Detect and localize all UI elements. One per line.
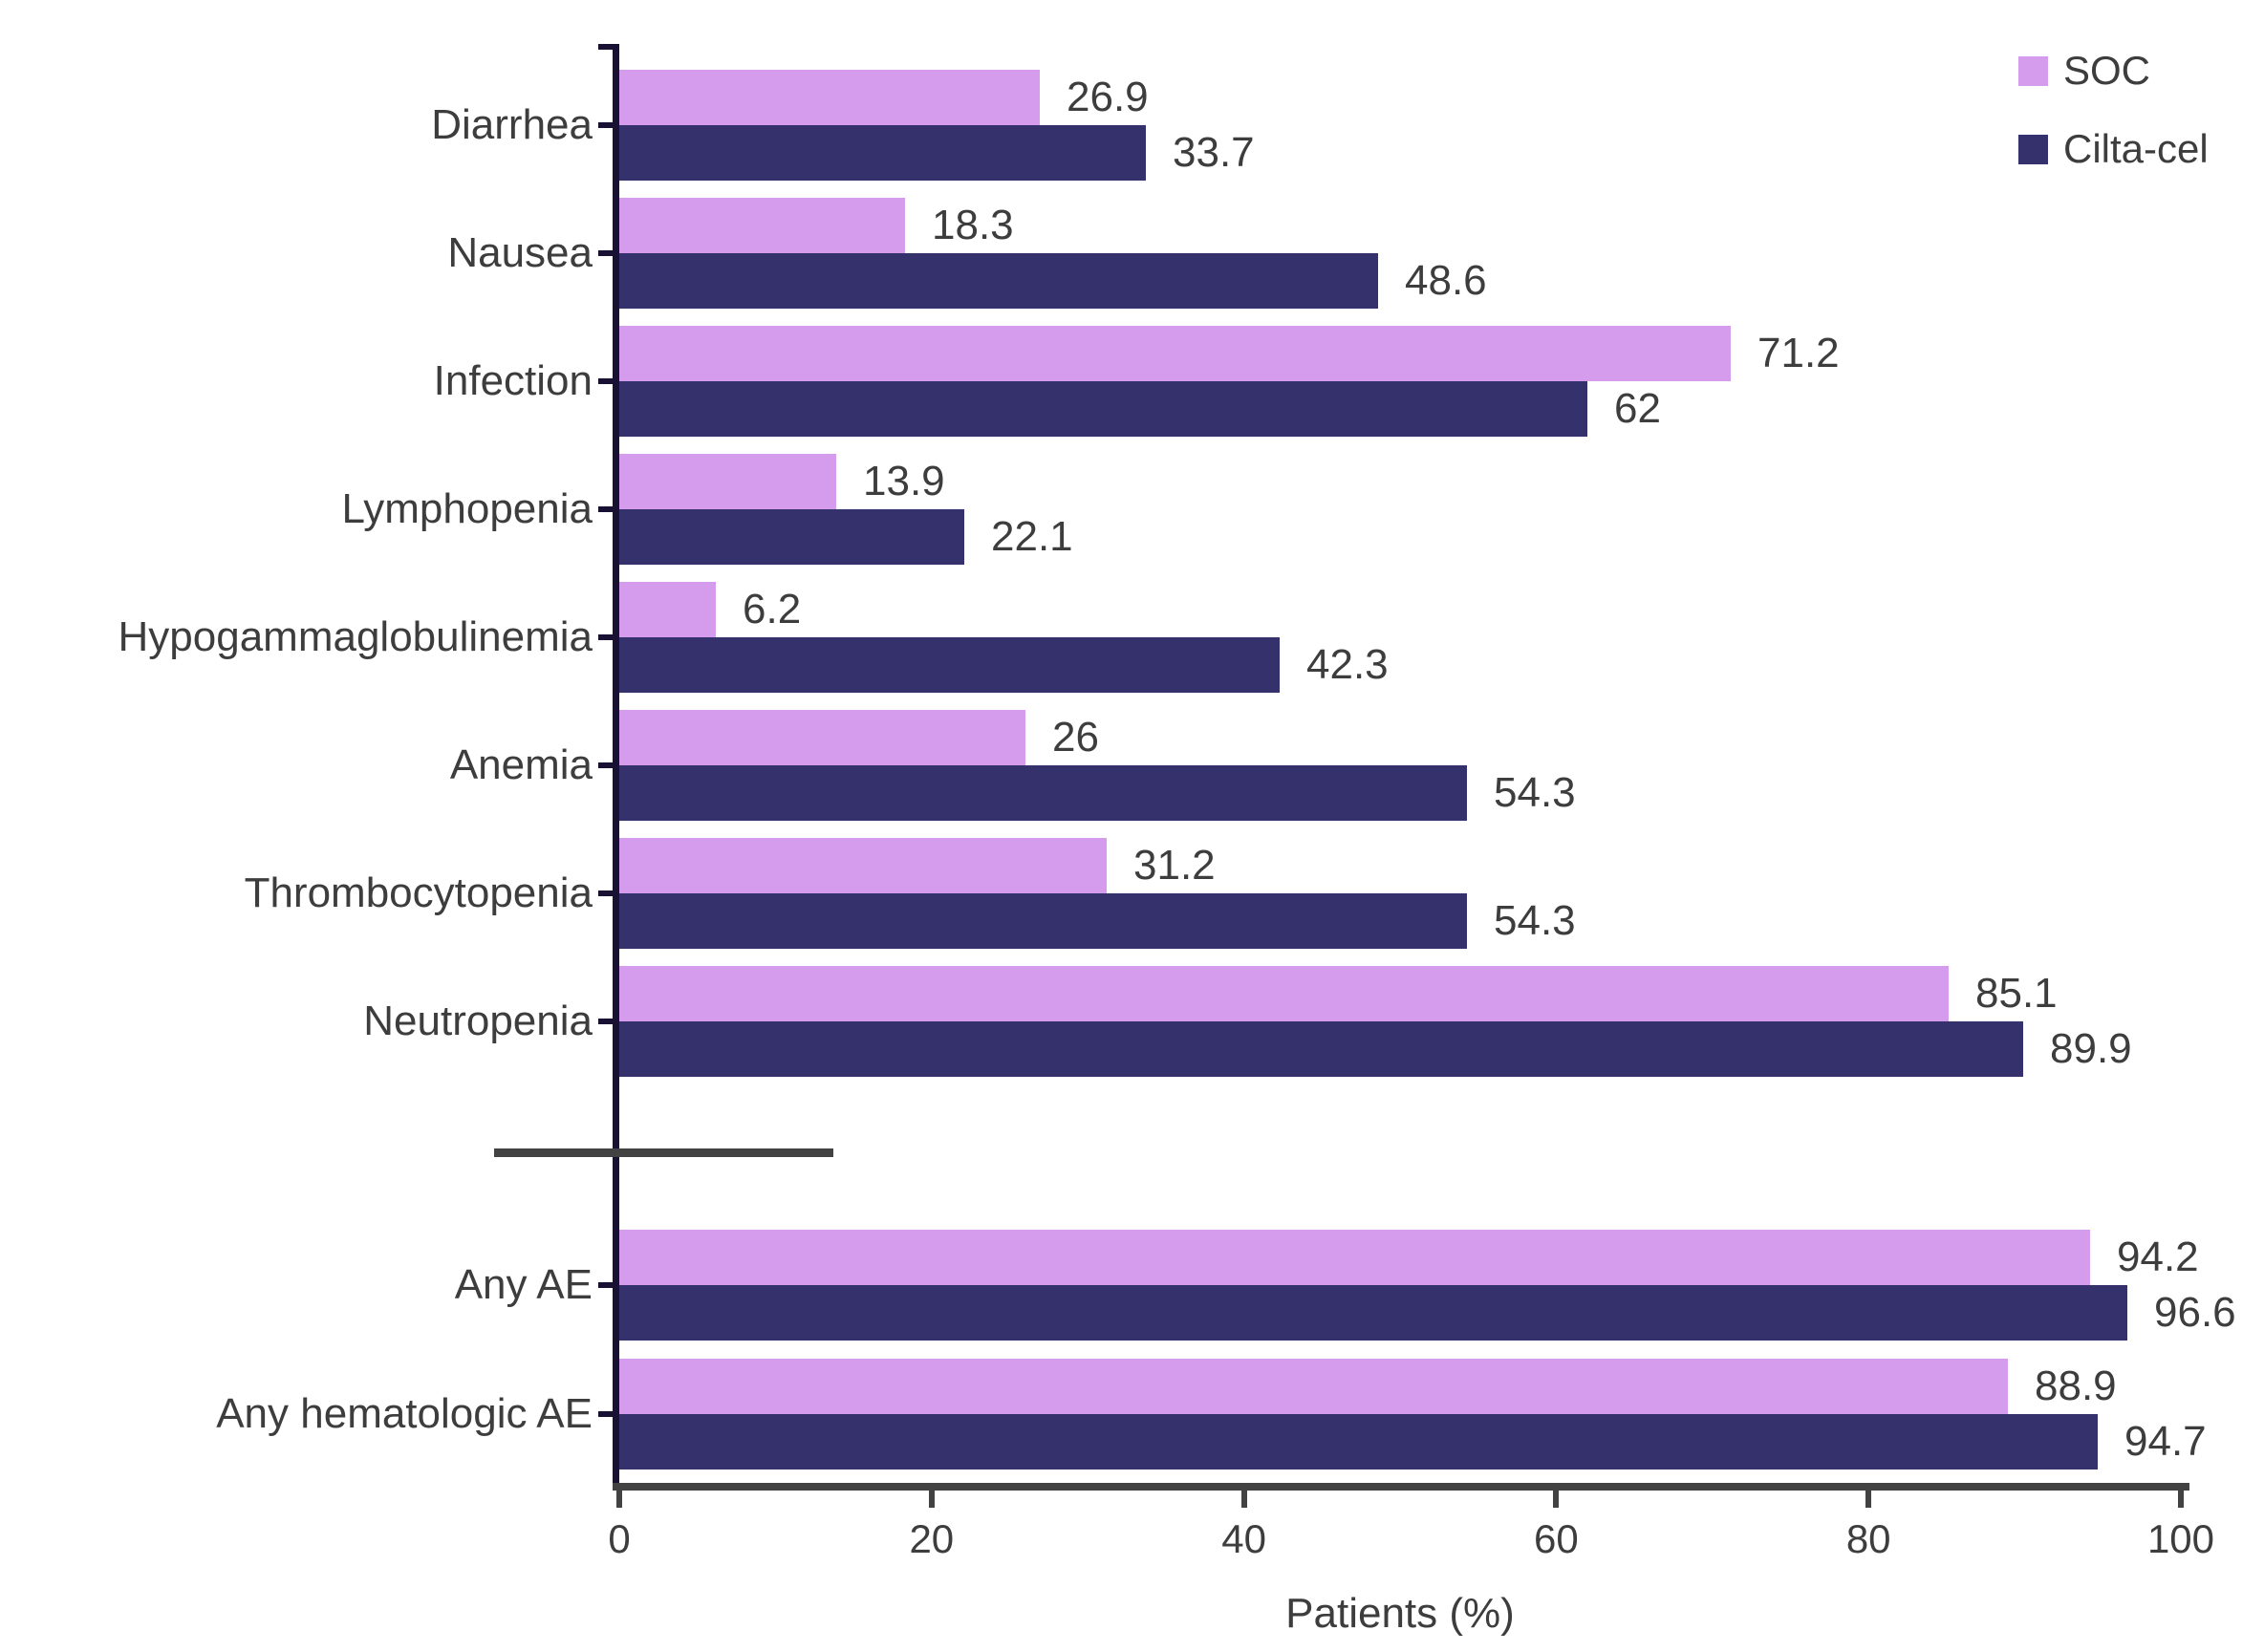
value-label: 54.3 xyxy=(1494,897,1576,944)
value-label: 89.9 xyxy=(2050,1025,2132,1072)
bar-cilta-cel xyxy=(619,765,1467,821)
x-tick-mark xyxy=(1240,1491,1247,1508)
bar-cilta-cel xyxy=(619,1414,2098,1470)
value-label: 42.3 xyxy=(1306,641,1389,688)
x-tick-mark xyxy=(1553,1491,1560,1508)
soc-legend-label: SOC xyxy=(2063,48,2151,93)
category-label: Any hematologic AE xyxy=(216,1390,593,1437)
x-tick-mark xyxy=(928,1491,935,1508)
bar-cilta-cel xyxy=(619,509,964,565)
bar-cilta-cel xyxy=(619,1285,2127,1341)
bar-cilta-cel xyxy=(619,1021,2023,1077)
x-axis-line xyxy=(613,1483,2189,1491)
category-label: Thrombocytopenia xyxy=(244,869,593,916)
category-tick xyxy=(598,1282,613,1288)
x-tick-mark xyxy=(1865,1491,1872,1508)
x-tick-label: 80 xyxy=(1845,1516,1891,1561)
category-label: Infection xyxy=(433,357,593,404)
value-label: 48.6 xyxy=(1405,257,1487,304)
category-tick xyxy=(598,890,613,896)
bar-cilta-cel xyxy=(619,381,1587,437)
bar-soc xyxy=(619,454,836,509)
bar-soc xyxy=(619,710,1025,765)
category-tick xyxy=(598,762,613,768)
category-label: Any AE xyxy=(454,1261,593,1308)
category-tick xyxy=(598,634,613,640)
cilta-cel-legend-label: Cilta-cel xyxy=(2063,126,2209,171)
x-tick-label: 60 xyxy=(1534,1516,1579,1561)
bar-soc xyxy=(619,966,1949,1021)
value-label: 33.7 xyxy=(1173,129,1255,176)
category-label: Nausea xyxy=(447,229,593,276)
value-label: 6.2 xyxy=(743,586,802,633)
value-label: 62 xyxy=(1614,385,1661,432)
bar-soc xyxy=(619,70,1040,125)
value-label: 22.1 xyxy=(991,513,1073,560)
category-tick xyxy=(598,378,613,384)
bar-soc xyxy=(619,838,1107,893)
category-tick xyxy=(598,1411,613,1417)
bar-cilta-cel xyxy=(619,637,1280,693)
category-label: Neutropenia xyxy=(363,998,593,1044)
legend: SOC Cilta-cel xyxy=(2018,48,2209,206)
value-label: 85.1 xyxy=(1975,970,2058,1017)
category-tick xyxy=(598,1019,613,1024)
category-tick xyxy=(598,122,613,128)
x-tick-label: 20 xyxy=(909,1516,955,1561)
value-label: 54.3 xyxy=(1494,769,1576,816)
x-tick-label: 100 xyxy=(2146,1516,2215,1561)
value-label: 26.9 xyxy=(1067,74,1149,120)
value-label: 96.6 xyxy=(2154,1289,2236,1336)
value-label: 31.2 xyxy=(1133,842,1216,889)
x-axis-title: Patients (%) xyxy=(1285,1590,1515,1637)
value-label: 26 xyxy=(1052,714,1099,761)
bar-soc xyxy=(619,1359,2008,1414)
value-label: 13.9 xyxy=(863,458,945,504)
bar-soc xyxy=(619,198,905,253)
category-tick xyxy=(598,506,613,512)
category-label: Lymphopenia xyxy=(341,485,593,532)
bar-cilta-cel xyxy=(619,893,1467,949)
category-label: Anemia xyxy=(449,741,593,788)
soc-legend-swatch xyxy=(2018,55,2048,86)
x-tick-label: 0 xyxy=(608,1516,631,1561)
x-tick-mark xyxy=(616,1491,622,1508)
legend-item-soc: SOC xyxy=(2018,48,2209,93)
cilta-cel-legend-swatch xyxy=(2018,134,2048,164)
value-label: 88.9 xyxy=(2035,1362,2117,1409)
bar-soc xyxy=(619,326,1731,381)
bar-cilta-cel xyxy=(619,253,1378,309)
legend-item-cilta-cel: Cilta-cel xyxy=(2018,126,2209,171)
value-label: 18.3 xyxy=(932,202,1014,248)
category-label: Hypogammaglobulinemia xyxy=(118,613,593,660)
category-label: Diarrhea xyxy=(431,101,593,148)
y-axis-cap-tick xyxy=(598,44,613,50)
x-tick-label: 40 xyxy=(1221,1516,1266,1561)
category-tick xyxy=(598,250,613,256)
value-label: 94.2 xyxy=(2117,1234,2199,1280)
axis-break-line xyxy=(494,1148,833,1157)
y-axis-line xyxy=(613,44,619,1491)
value-label: 94.7 xyxy=(2124,1418,2207,1465)
bar-cilta-cel xyxy=(619,125,1146,181)
bar-soc xyxy=(619,582,716,637)
x-tick-mark xyxy=(2178,1491,2184,1508)
value-label: 71.2 xyxy=(1757,330,1840,376)
bar-soc xyxy=(619,1230,2090,1285)
